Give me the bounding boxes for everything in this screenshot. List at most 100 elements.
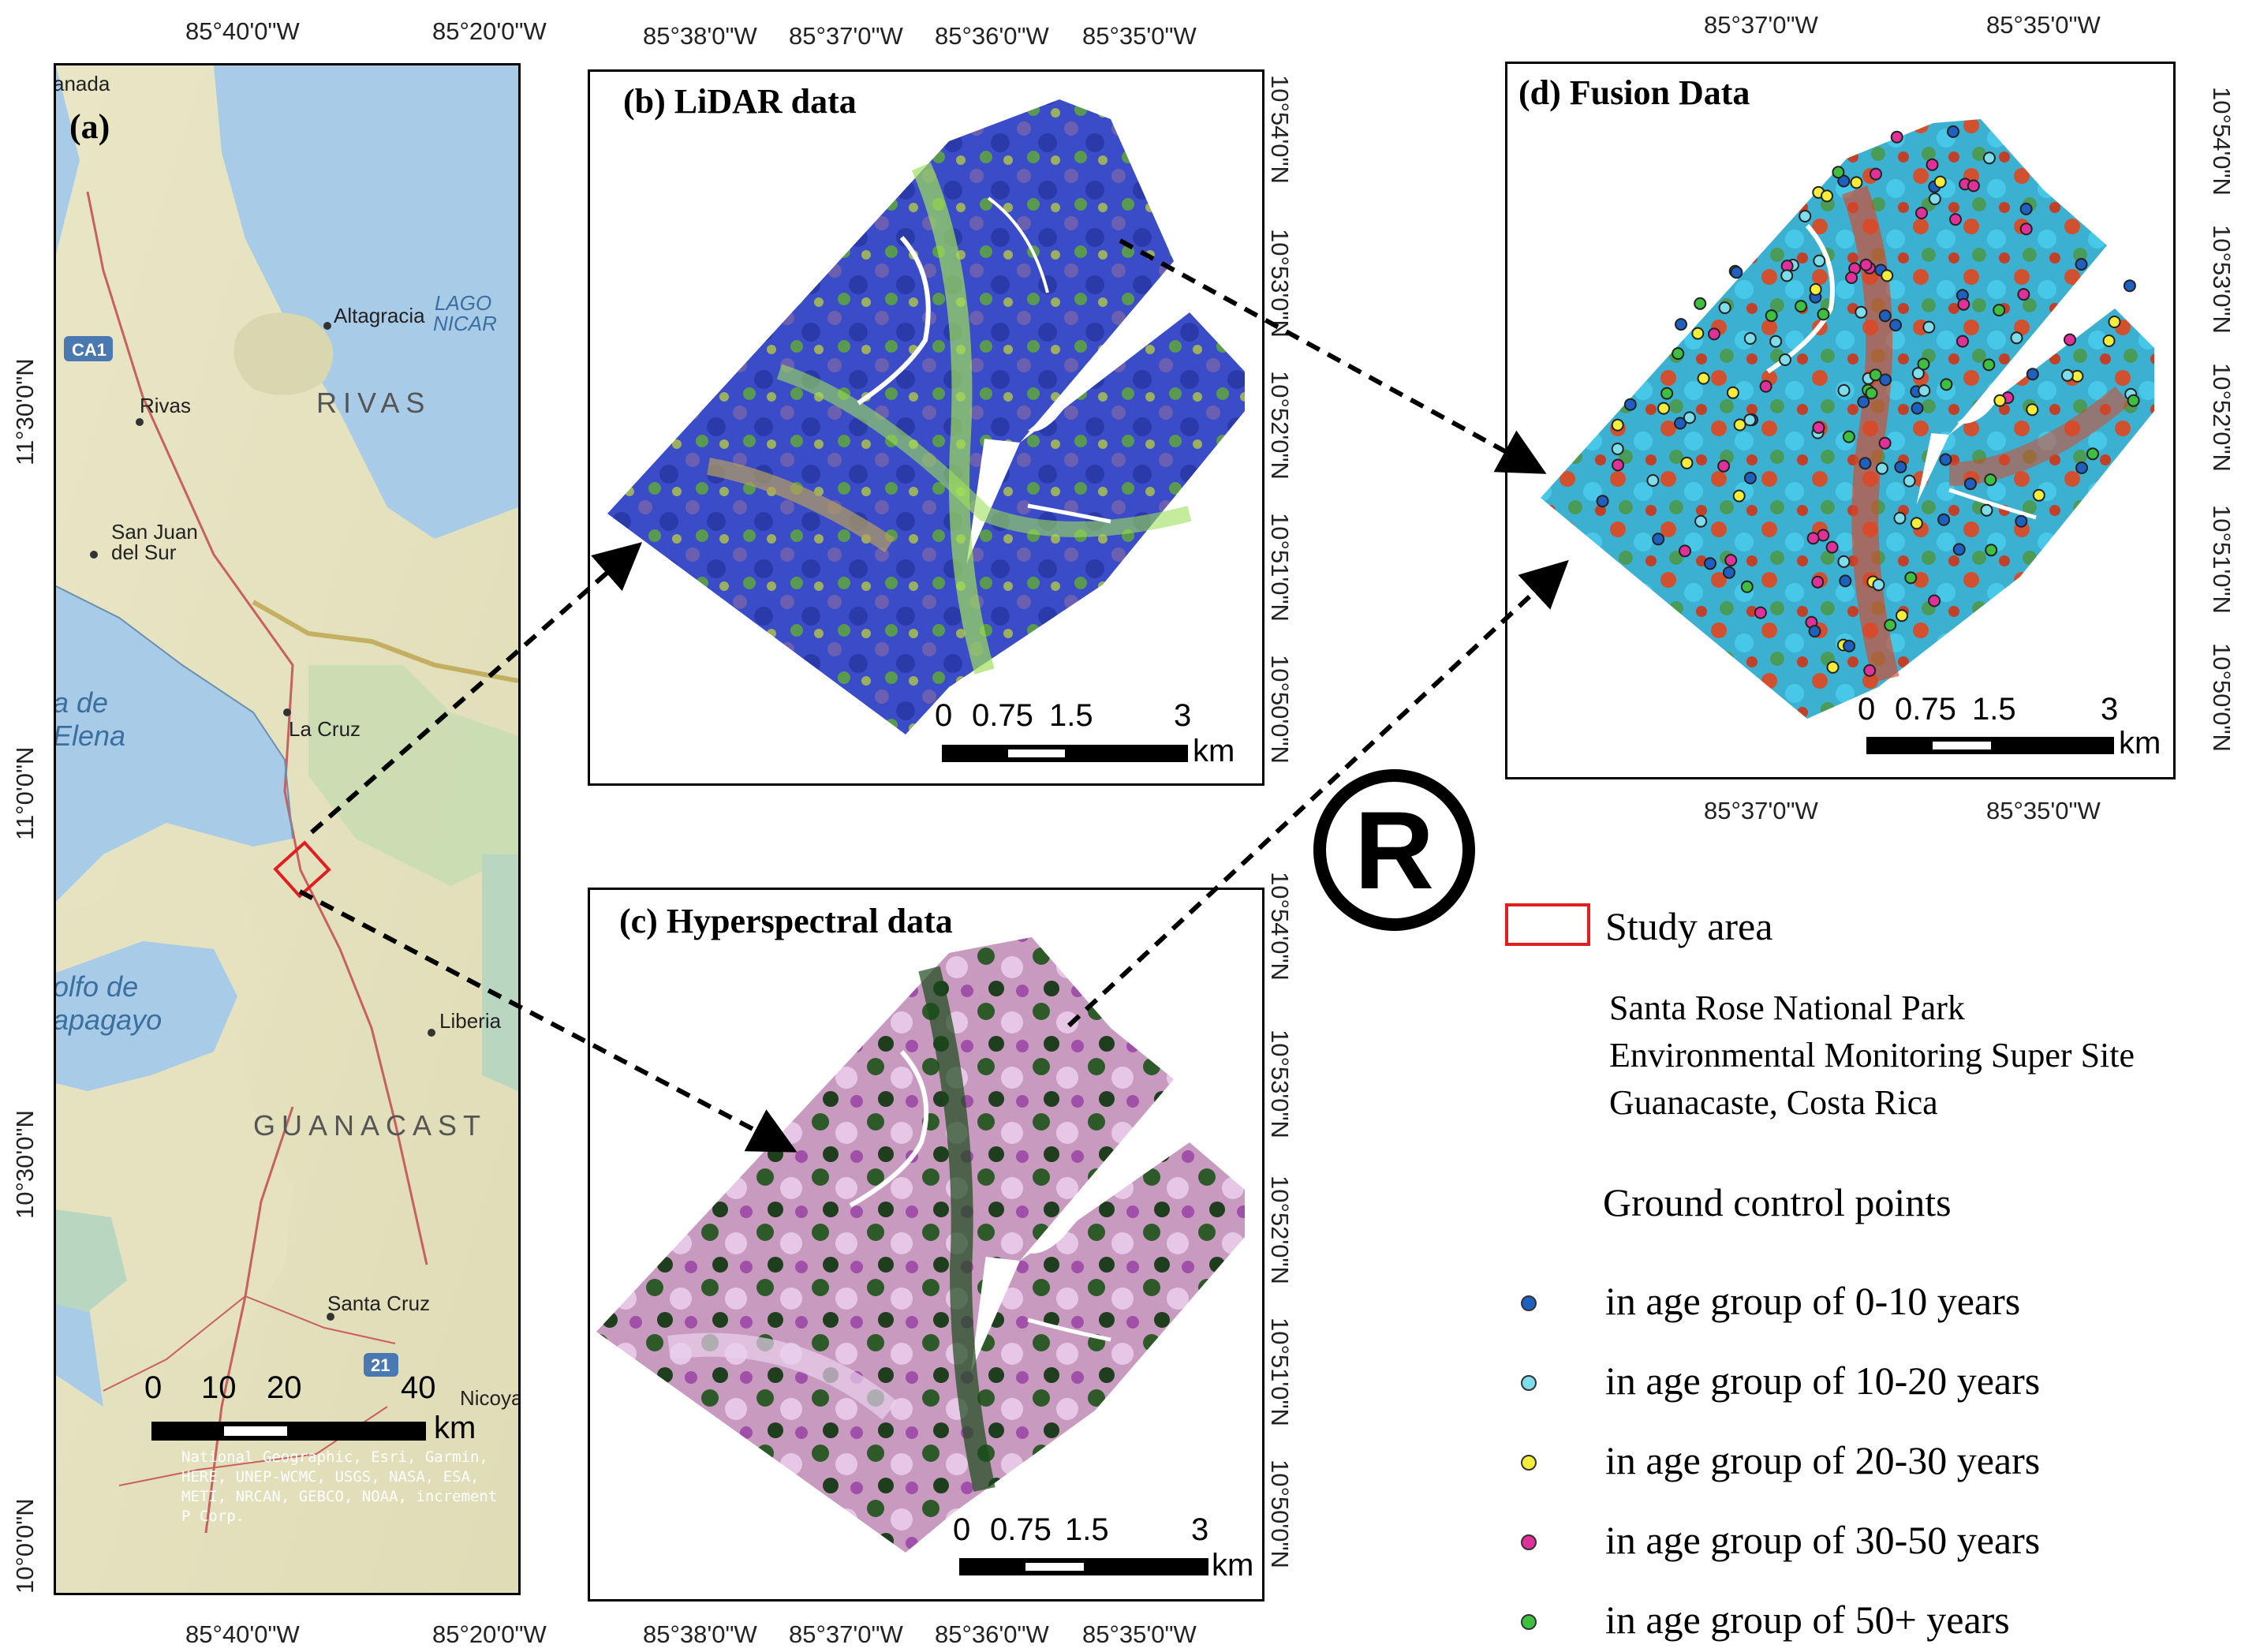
gcp-point [2060,368,2074,382]
panel-b-scale-0: 0 [935,698,953,733]
lidar-river-3 [1027,503,1111,524]
gcp-point [1911,402,1924,415]
panel-d-bottom-tick-1: 85°37'0"W [1704,797,1818,824]
ometepe-island [233,312,334,395]
hyper-river-1 [849,1049,929,1208]
panel-b-scale-075: 0.75 [972,698,1033,733]
lidar-image [607,99,1245,734]
panel-c-scalebar [959,1558,1208,1575]
gcp-point [1779,353,1791,366]
panel-a-scalebar-white-segment [224,1426,287,1436]
gcp-point [1646,474,1660,487]
fusion-strip-east [1878,308,2154,687]
panel-a-top-tick-1: 85°40'0"W [185,17,300,45]
gcp-point [1926,158,1939,171]
gcp-point [1813,254,1826,267]
panel-c-scale-075: 0.75 [990,1512,1052,1547]
gcp-point [1837,555,1851,568]
gcp-point [2075,462,2088,474]
place-label-nicoya: Nicoya [460,1386,518,1410]
panel-d-scalebar [1866,737,2114,754]
gcp-point [2017,288,2030,301]
gcp-point [1697,372,1710,385]
panel-a-bottom-tick-2: 85°20'0"W [432,1620,547,1648]
place-label-santa-cruz: Santa Cruz [327,1291,430,1315]
gcp-point [1657,402,1670,415]
legend-group-label-1: in age group of 0-10 years [1605,1279,2021,1323]
lidar-river-1 [857,235,931,406]
gcp-point [1675,318,1687,331]
lidar-green-band-1 [912,162,995,675]
coastline [56,585,293,839]
road-shield-ca1-label: CA1 [72,340,106,360]
panel-d-top-tick-2: 85°35'0"W [1986,11,2101,39]
gcp-point [1743,413,1757,427]
gcp-point [1740,580,1754,593]
registered-symbol-circle: R [1313,769,1475,931]
gcp-point [1672,347,1685,361]
gcp-point [1875,462,1888,475]
legend-site-line-2: Environmental Monitoring Super Site [1609,1036,2135,1075]
legend-site-line-1: Santa Rose National Park [1609,989,1965,1027]
panel-c-bottom-tick-3: 85°36'0"W [935,1620,1049,1648]
gcp-point [1956,335,1969,348]
legend-group-dot-5 [1521,1614,1537,1630]
city-dot-liberia [428,1029,435,1037]
gcp-point [2075,258,2088,271]
gcp-point [1652,533,1665,546]
gcp-point [1843,639,1856,652]
gcp-point [1870,167,1882,181]
panel-a-scale-20: 20 [267,1370,302,1405]
arrow-a-to-b [310,542,643,835]
hyper-strip-east [953,1142,1245,1513]
legend-group-dot-1 [1521,1295,1537,1311]
gcp-point [2108,316,2121,328]
registered-symbol-letter: R [1354,788,1435,912]
gcp-point [1933,175,1947,189]
lidar-brown-band [707,458,895,553]
gcp-point [1993,304,2006,317]
arrow-a-to-c [298,889,798,1153]
legend-group-dot-2 [1521,1375,1537,1391]
panel-a-scale-40: 40 [401,1370,436,1405]
legend-gcp-title: Ground control points [1603,1180,1952,1224]
road-shield-21 [364,1353,398,1377]
gcp-point [1857,395,1870,409]
hyper-lake [1028,1134,1154,1254]
gcp-point [1732,489,1746,503]
gulf-papagayo [56,941,237,1091]
gcp-point [1694,514,1708,528]
panel-c-scalebar-white-segment [1025,1563,1084,1571]
gcp-point [1980,503,1993,517]
gcp-point [1733,418,1746,432]
gcp-point [1911,367,1925,380]
gcp-point [2026,368,2039,381]
gcp-point [1985,544,1998,557]
place-label-san-juan: San Juan [111,520,198,544]
panel-b-scale-unit: km [1193,734,1235,768]
panel-a-scalebar [151,1422,426,1441]
gcp-point [1949,213,1962,226]
panel-b-top-tick-2: 85°37'0"W [789,22,903,50]
gcp-point [1884,619,1897,632]
water-label-lago: LAGO [435,291,491,315]
panel-c-scale-3: 3 [1191,1512,1209,1547]
gcp-point [1928,192,1941,206]
gcp-point [1917,357,1930,371]
gcp-point [1982,358,1996,372]
gcp-point [1889,319,1902,332]
hyper-dark-band-1 [918,966,995,1492]
gcp-point [1674,417,1687,430]
gcp-point [1759,379,1772,393]
legend-site-line-3: Guanacaste, Costa Rica [1609,1083,1938,1122]
gcp-point [1865,387,1878,400]
gcp-point [1893,511,1907,525]
gcp-point [1982,151,1996,165]
gcp-point [1903,474,1916,488]
fusion-river-2 [1948,488,2037,520]
panel-c-bottom-tick-4: 85°35'0"W [1082,1620,1197,1648]
gcp-point [1939,453,1952,466]
hyper-river-2 [1027,1317,1111,1342]
gcp-point [2019,202,2033,215]
region-label-guanacaste: GUANACAST [253,1109,487,1142]
